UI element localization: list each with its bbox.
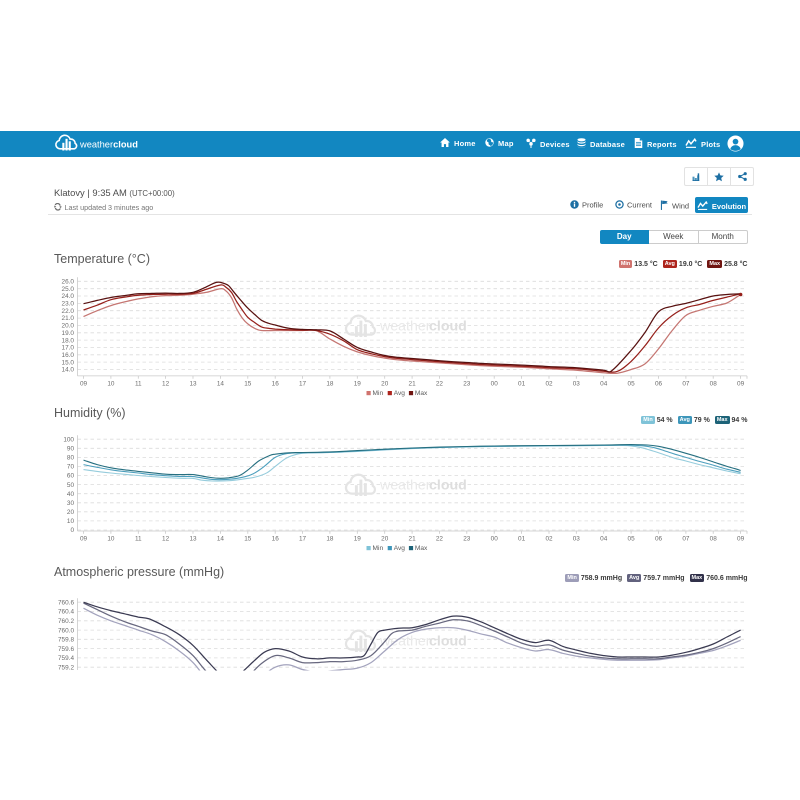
svg-text:20: 20 bbox=[67, 509, 75, 516]
svg-text:12: 12 bbox=[162, 380, 170, 387]
svg-text:23: 23 bbox=[463, 380, 471, 387]
svg-text:Max: Max bbox=[415, 545, 428, 552]
svg-text:10: 10 bbox=[67, 518, 75, 525]
svg-text:05: 05 bbox=[628, 536, 636, 543]
svg-text:14: 14 bbox=[217, 380, 225, 387]
svg-text:80: 80 bbox=[67, 455, 75, 462]
svg-text:11: 11 bbox=[135, 380, 142, 387]
svg-text:03: 03 bbox=[573, 380, 581, 387]
svg-text:18: 18 bbox=[326, 536, 334, 543]
svg-text:08: 08 bbox=[710, 536, 718, 543]
svg-text:60: 60 bbox=[67, 473, 75, 480]
svg-text:760.2: 760.2 bbox=[58, 618, 74, 625]
svg-text:weather: weather bbox=[379, 477, 431, 493]
svg-text:08: 08 bbox=[710, 380, 718, 387]
svg-text:760.0: 760.0 bbox=[58, 627, 74, 634]
svg-text:15.0: 15.0 bbox=[62, 359, 75, 366]
svg-text:02: 02 bbox=[545, 380, 553, 387]
svg-text:Max: Max bbox=[415, 390, 428, 397]
svg-text:06: 06 bbox=[655, 380, 663, 387]
svg-text:12: 12 bbox=[162, 536, 170, 543]
svg-text:cloud: cloud bbox=[429, 318, 467, 334]
svg-text:16: 16 bbox=[272, 536, 280, 543]
svg-text:10: 10 bbox=[107, 536, 115, 543]
svg-text:09: 09 bbox=[737, 380, 745, 387]
svg-text:Min: Min bbox=[373, 390, 384, 397]
svg-text:759.2: 759.2 bbox=[58, 664, 74, 671]
svg-text:21: 21 bbox=[409, 380, 417, 387]
svg-text:07: 07 bbox=[682, 380, 690, 387]
svg-text:0: 0 bbox=[70, 527, 74, 534]
svg-text:weather: weather bbox=[379, 633, 431, 649]
svg-text:03: 03 bbox=[573, 536, 581, 543]
svg-text:04: 04 bbox=[600, 380, 608, 387]
svg-text:cloud: cloud bbox=[429, 633, 467, 649]
svg-text:09: 09 bbox=[737, 536, 745, 543]
svg-text:22: 22 bbox=[436, 536, 444, 543]
svg-text:759.4: 759.4 bbox=[58, 655, 74, 662]
svg-text:20: 20 bbox=[381, 536, 389, 543]
svg-text:759.6: 759.6 bbox=[58, 646, 74, 653]
svg-text:23: 23 bbox=[463, 536, 471, 543]
svg-text:01: 01 bbox=[518, 536, 526, 543]
svg-text:00: 00 bbox=[491, 536, 499, 543]
svg-text:18.0: 18.0 bbox=[62, 337, 75, 344]
svg-text:04: 04 bbox=[600, 536, 608, 543]
svg-text:30: 30 bbox=[67, 500, 75, 507]
svg-text:09: 09 bbox=[80, 380, 88, 387]
svg-text:20: 20 bbox=[381, 380, 389, 387]
svg-text:17.0: 17.0 bbox=[62, 345, 75, 352]
svg-text:15: 15 bbox=[244, 536, 252, 543]
svg-text:90: 90 bbox=[67, 446, 75, 453]
svg-text:100: 100 bbox=[63, 436, 74, 443]
svg-text:07: 07 bbox=[682, 536, 690, 543]
svg-text:00: 00 bbox=[491, 380, 499, 387]
svg-text:19: 19 bbox=[354, 380, 362, 387]
svg-text:21.0: 21.0 bbox=[62, 315, 75, 322]
svg-text:23.0: 23.0 bbox=[62, 301, 75, 308]
svg-text:20.0: 20.0 bbox=[62, 323, 75, 330]
svg-text:21: 21 bbox=[409, 536, 417, 543]
svg-text:760.4: 760.4 bbox=[58, 609, 74, 616]
svg-text:22.0: 22.0 bbox=[62, 308, 75, 315]
svg-text:Min: Min bbox=[373, 545, 384, 552]
svg-text:16: 16 bbox=[272, 380, 280, 387]
svg-text:22: 22 bbox=[436, 380, 444, 387]
svg-text:19.0: 19.0 bbox=[62, 330, 75, 337]
svg-text:759.8: 759.8 bbox=[58, 637, 74, 644]
svg-text:13: 13 bbox=[189, 380, 197, 387]
svg-text:13: 13 bbox=[189, 536, 197, 543]
svg-text:17: 17 bbox=[299, 380, 307, 387]
svg-text:18: 18 bbox=[326, 380, 334, 387]
svg-text:760.6: 760.6 bbox=[58, 599, 74, 606]
svg-text:06: 06 bbox=[655, 536, 663, 543]
svg-text:Avg: Avg bbox=[394, 545, 406, 552]
svg-text:weather: weather bbox=[379, 318, 431, 334]
svg-text:01: 01 bbox=[518, 380, 526, 387]
svg-text:15: 15 bbox=[244, 380, 252, 387]
svg-text:Avg: Avg bbox=[394, 390, 406, 397]
svg-text:26.0: 26.0 bbox=[62, 279, 75, 286]
svg-text:05: 05 bbox=[628, 380, 636, 387]
svg-text:25.0: 25.0 bbox=[62, 286, 75, 293]
svg-text:11: 11 bbox=[135, 536, 142, 543]
svg-text:02: 02 bbox=[545, 536, 553, 543]
svg-text:16.0: 16.0 bbox=[62, 352, 75, 359]
svg-text:09: 09 bbox=[80, 536, 88, 543]
svg-text:24.0: 24.0 bbox=[62, 293, 75, 300]
svg-text:14.0: 14.0 bbox=[62, 367, 75, 374]
svg-text:weathercloud: weathercloud bbox=[79, 140, 138, 150]
svg-text:19: 19 bbox=[354, 536, 362, 543]
svg-text:14: 14 bbox=[217, 536, 225, 543]
svg-text:17: 17 bbox=[299, 536, 307, 543]
svg-text:50: 50 bbox=[67, 482, 75, 489]
svg-text:10: 10 bbox=[107, 380, 115, 387]
svg-text:70: 70 bbox=[67, 464, 75, 471]
svg-text:cloud: cloud bbox=[429, 477, 467, 493]
svg-text:40: 40 bbox=[67, 491, 75, 498]
